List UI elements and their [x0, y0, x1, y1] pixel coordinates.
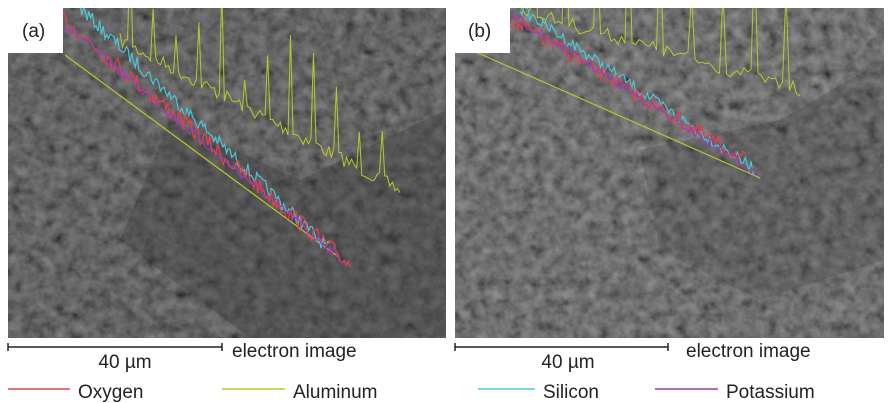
page: (a) 40 µm electron image (b) 40 µm elect…	[0, 0, 890, 403]
scale-label: 40 µm	[541, 352, 594, 373]
legend-label: Silicon	[543, 382, 599, 403]
panel-label: (b)	[468, 21, 491, 42]
panel-a: (a) 40 µm electron image	[8, 0, 446, 373]
scale-label: 40 µm	[98, 352, 151, 373]
caption: electron image	[686, 341, 811, 362]
figure: (a) 40 µm electron image (b) 40 µm elect…	[0, 0, 890, 403]
caption: electron image	[232, 341, 357, 362]
legend-label: Aluminum	[293, 382, 377, 403]
panel-label: (a)	[22, 21, 45, 42]
panel-b: (b) 40 µm electron image	[455, 0, 884, 373]
legend: Oxygen Aluminum Silicon Potassium	[8, 382, 815, 403]
legend-label: Potassium	[726, 382, 815, 403]
legend-label: Oxygen	[78, 382, 143, 403]
